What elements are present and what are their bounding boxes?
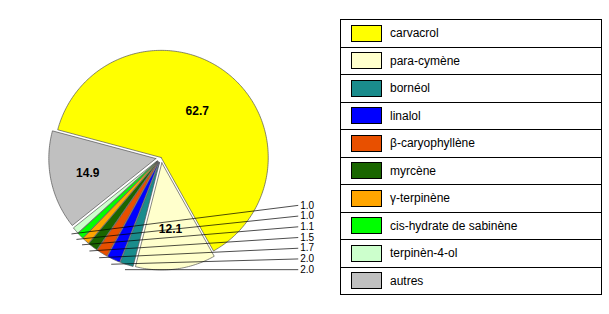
html-text:γ-terpinène: γ-terpinène (390, 191, 450, 206)
svg-text:62.7: 62.7 (186, 104, 210, 118)
html-text:myrcène: myrcène (390, 163, 436, 178)
html-text:β-caryophyllène: β-caryophyllène (390, 136, 475, 151)
html-text:carvacrol: carvacrol (390, 26, 439, 41)
html-text:terpinèn-4-ol: terpinèn-4-ol (390, 246, 458, 261)
html-text:bornéol: bornéol (390, 81, 430, 96)
svg-text:1.0: 1.0 (300, 210, 314, 221)
svg-text:12.1: 12.1 (159, 222, 183, 236)
html-text:cis-hydrate de sabinène: cis-hydrate de sabinène (390, 218, 518, 233)
html-text:autres: autres (390, 273, 424, 288)
svg-text:1.7: 1.7 (300, 242, 314, 253)
svg-text:1.0: 1.0 (300, 200, 314, 211)
svg-text:14.9: 14.9 (76, 166, 100, 180)
svg-text:2.0: 2.0 (300, 264, 314, 275)
html-text:linalol: linalol (390, 108, 421, 123)
svg-text:1.5: 1.5 (300, 232, 314, 243)
svg-text:2.0: 2.0 (300, 253, 314, 264)
html-text:para-cymène: para-cymène (390, 53, 460, 68)
svg-text:1.1: 1.1 (300, 221, 314, 232)
